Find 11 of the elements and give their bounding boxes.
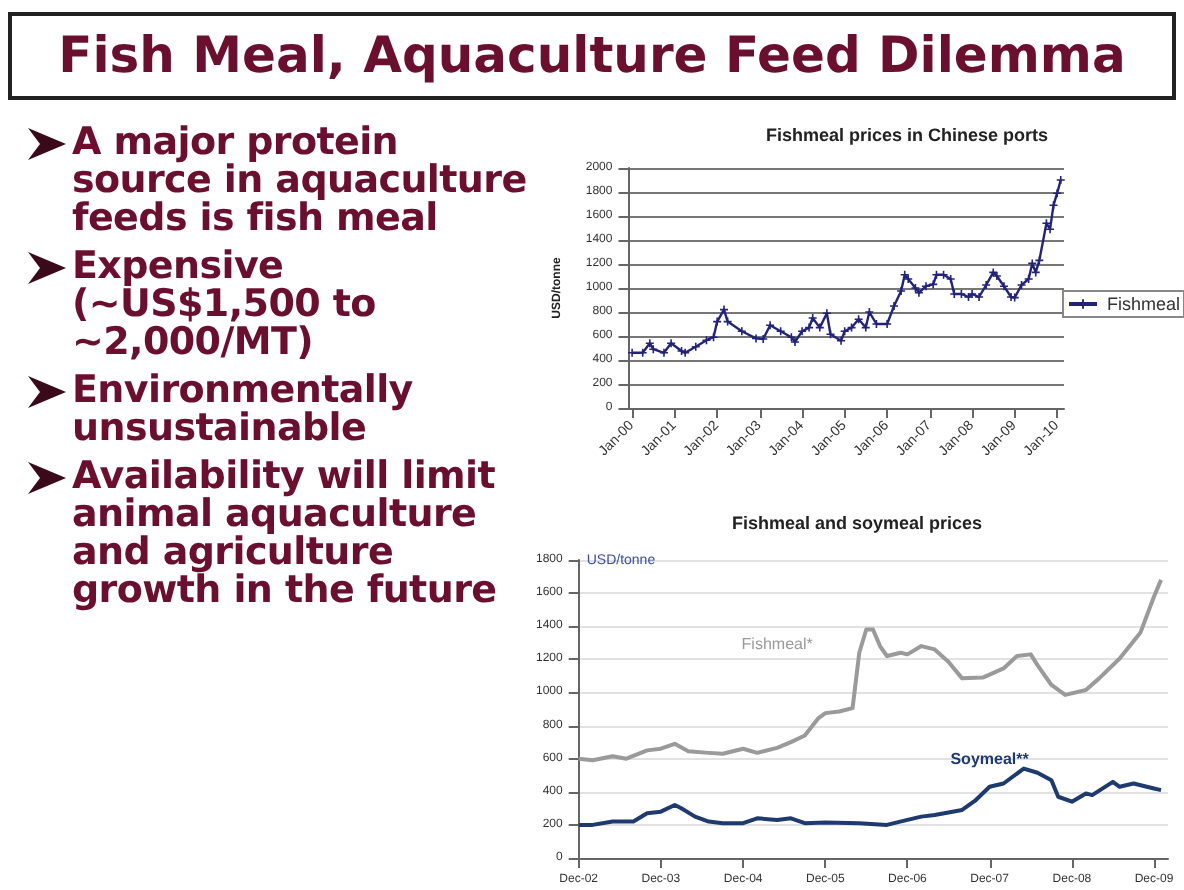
line-series xyxy=(576,766,1164,827)
text: Availability will limit animal aquaculture and agriculture growth in the future xyxy=(72,454,497,612)
text: A major protein source in aquaculture feeds is fish meal xyxy=(72,120,527,240)
legend-label: Fishmeal xyxy=(1106,294,1181,314)
text: Fish Meal, Aquaculture Feed Dilemma xyxy=(8,12,1176,100)
chart-title: Fishmeal and soymeal prices xyxy=(731,513,983,533)
text: Fishmeal* xyxy=(741,634,813,653)
chart-title: Fishmeal prices in Chinese ports xyxy=(766,125,1049,145)
text: Expensive (~US$1,500 to ~2,000/MT) xyxy=(72,244,376,364)
series-label: Soymeal** xyxy=(950,749,1031,768)
text: Environmentally unsustainable xyxy=(72,368,413,450)
